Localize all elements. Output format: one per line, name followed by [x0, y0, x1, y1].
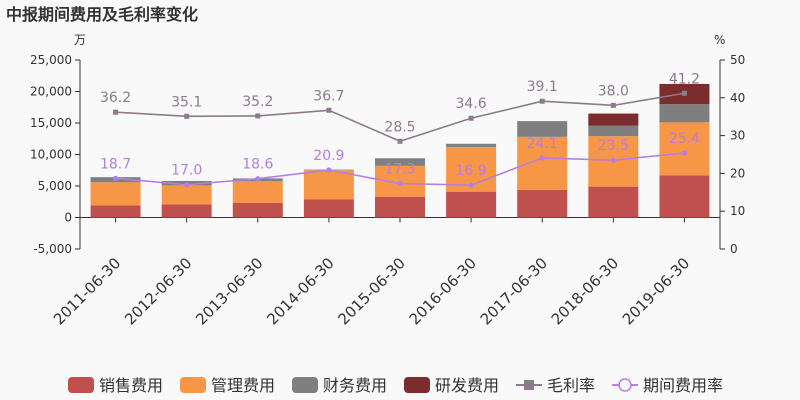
right-axis-tick-label: 30: [730, 129, 745, 143]
data-label: 36.2: [100, 90, 131, 106]
line-point: [468, 115, 474, 121]
bar-segment: [375, 158, 425, 166]
line-point: [610, 102, 616, 108]
bar-segment: [659, 104, 710, 123]
bar-segment: [90, 205, 141, 218]
legend-swatch: [404, 377, 430, 393]
left-axis-tick-label: 20,000: [30, 85, 72, 99]
line-point: [539, 98, 545, 104]
x-axis-tick-label: 2015-06-30: [334, 254, 408, 328]
left-axis-tick-label: 5,000: [38, 179, 72, 193]
legend-swatch-marker: [618, 378, 632, 392]
data-label: 18.7: [100, 156, 131, 172]
line-point: [113, 109, 119, 115]
bar-segment: [446, 191, 497, 218]
right-axis-tick-label: 20: [730, 166, 745, 180]
bar-segment: [588, 113, 639, 126]
data-label: 39.1: [527, 79, 558, 95]
left-axis-unit: 万: [74, 33, 86, 47]
data-label: 17.0: [171, 163, 202, 179]
line-point: [539, 155, 545, 161]
bar-segment: [659, 175, 710, 218]
bar-segment: [232, 180, 283, 204]
line-point: [184, 113, 190, 119]
data-label: 18.6: [242, 157, 273, 173]
right-axis-tick-label: 0: [730, 242, 738, 256]
right-axis-unit: %: [714, 33, 725, 47]
data-label: 35.1: [171, 94, 202, 110]
bar-segment: [588, 125, 639, 137]
line-point: [468, 182, 474, 188]
data-label: 35.2: [242, 94, 273, 110]
legend-entry: 毛利率: [547, 376, 595, 395]
data-label: 16.9: [456, 163, 487, 179]
legend-entry: 管理费用: [211, 376, 275, 395]
legend: 销售费用 管理费用 财务费用 研发费用 毛利率 期间费用率: [68, 376, 723, 395]
legend-swatch: [68, 377, 94, 393]
line-point: [255, 176, 261, 182]
bar-segment: [659, 122, 710, 176]
bar-segment: [517, 189, 568, 218]
x-axis-tick-label: 2013-06-30: [192, 254, 266, 328]
line-point: [610, 157, 616, 163]
bar-segment: [517, 136, 568, 190]
line-point: [397, 181, 403, 187]
left-axis-tick-label: -5,000: [33, 242, 72, 256]
left-axis-tick-label: 15,000: [30, 116, 72, 130]
bar-segment: [303, 199, 354, 218]
bar-segment: [517, 121, 568, 137]
x-axis-tick-label: 2016-06-30: [406, 254, 480, 328]
bar-segment: [303, 170, 354, 200]
bar-segment: [161, 185, 212, 205]
bar-segment: [232, 203, 283, 218]
x-axis-tick-label: 2011-06-30: [50, 254, 124, 328]
data-label: 25.4: [669, 131, 700, 147]
left-axis-tick-label: 10,000: [30, 148, 72, 162]
bar-segment: [375, 196, 425, 218]
data-label: 41.2: [669, 71, 700, 87]
bar-segment: [161, 204, 212, 218]
right-axis-tick-label: 50: [730, 53, 745, 67]
legend-entry: 研发费用: [435, 376, 499, 395]
line-point: [326, 167, 332, 173]
legend-entry: 财务费用: [323, 376, 387, 395]
line-point: [397, 138, 403, 144]
line-point: [112, 175, 119, 181]
line-point: [184, 182, 190, 188]
legend-entry: 销售费用: [99, 376, 163, 395]
line-point: [681, 150, 688, 156]
data-label: 20.9: [313, 148, 344, 164]
line-point: [326, 107, 332, 113]
right-axis-tick-label: 40: [730, 91, 745, 105]
data-label: 34.6: [456, 96, 487, 112]
line-series: 36.2 35.1 35.2 36.7 28.5 34.6 39.1 38.0 41.2 18.7…: [100, 71, 700, 188]
x-axis-tick-label: 2014-06-30: [263, 254, 337, 328]
x-axis-tick-label: 2012-06-30: [121, 254, 195, 328]
data-label: 36.7: [313, 88, 344, 104]
data-label: 17.3: [384, 162, 415, 178]
chart-title: 中报期间费用及毛利率变化: [6, 5, 198, 24]
data-label: 28.5: [384, 119, 415, 135]
data-label: 38.0: [598, 83, 629, 99]
legend-swatch-marker: [524, 380, 534, 390]
line-point: [255, 113, 261, 119]
bar-segment: [90, 182, 141, 206]
bar-segment: [446, 143, 497, 147]
line-point: [681, 90, 687, 96]
legend-swatch: [180, 377, 206, 393]
right-axis-tick-label: 10: [730, 204, 745, 218]
legend-entry: 期间费用率: [643, 376, 723, 395]
legend-swatch: [292, 377, 318, 393]
x-axis-tick-label: 2018-06-30: [548, 254, 622, 328]
x-axis-tick-label: 2019-06-30: [619, 254, 693, 328]
x-axis-tick-label: 2017-06-30: [477, 254, 551, 328]
data-label: 24.1: [527, 136, 558, 152]
data-label: 23.5: [598, 138, 629, 154]
left-axis-tick-label: 0: [64, 211, 72, 225]
left-axis-tick-label: 25,000: [30, 53, 72, 67]
bar-segment: [588, 186, 639, 218]
